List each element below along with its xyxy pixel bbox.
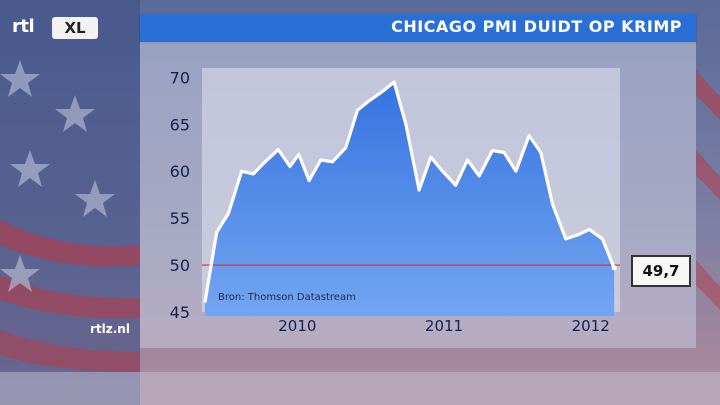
logo-xl-badge: XL	[52, 17, 98, 39]
data-source-label: Bron: Thomson Datastream	[218, 292, 356, 303]
y-tick-label: 50	[170, 256, 190, 275]
y-tick-label: 45	[170, 303, 190, 322]
y-tick-label: 70	[170, 68, 190, 87]
last-value-callout: 49,7	[631, 255, 691, 287]
chart-title: CHICAGO PMI DUIDT OP KRIMP	[391, 17, 682, 36]
channel-logo: rtl XL	[8, 14, 100, 42]
title-bar: CHICAGO PMI DUIDT OP KRIMP	[140, 14, 696, 42]
site-url: rtlz.nl	[90, 322, 130, 336]
y-tick-label: 55	[170, 209, 190, 228]
x-tick-label: 2010	[278, 317, 316, 335]
y-tick-label: 60	[170, 162, 190, 181]
logo-rtl-text: rtl	[12, 16, 35, 37]
x-tick-label: 2011	[425, 317, 463, 335]
pmi-chart: 45 50 55 60 65 70 2010 2011 2012	[170, 68, 620, 335]
y-tick-label: 65	[170, 115, 190, 134]
x-tick-label: 2012	[572, 317, 610, 335]
series-area	[204, 82, 615, 316]
last-point-marker	[611, 265, 617, 271]
